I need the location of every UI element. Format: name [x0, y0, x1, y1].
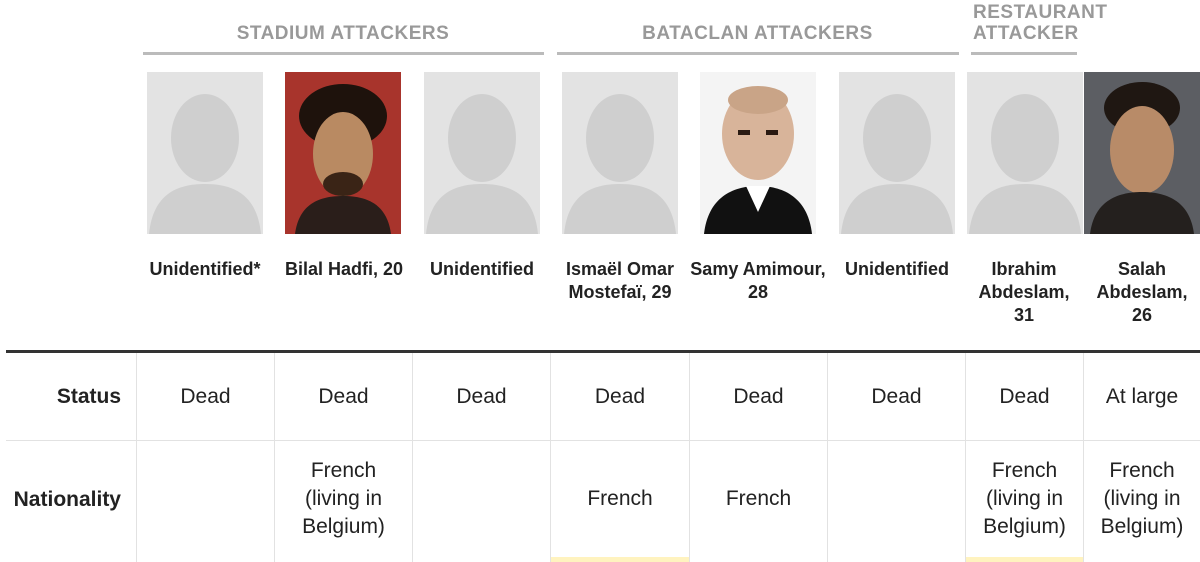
attacker-name-5: Samy Amimour, 28 [690, 259, 826, 302]
status-cell: Dead [871, 385, 922, 408]
group-rule-stadium [143, 52, 544, 55]
nationality-cell: French (living in Belgium) [983, 459, 1066, 538]
attacker-name-7: Ibrahim Abdeslam, 31 [978, 259, 1070, 325]
silhouette-icon [562, 72, 678, 234]
group-rule-restaurant [971, 52, 1077, 55]
portrait-photo-icon [1084, 72, 1200, 234]
silhouette-icon [147, 72, 263, 234]
column-divider [274, 353, 275, 562]
silhouette-icon [839, 72, 955, 234]
nationality-cell [828, 441, 965, 557]
attacker-photo-3 [424, 72, 540, 234]
group-label-bataclan: BATACLAN ATTACKERS [642, 23, 873, 44]
column-divider [412, 353, 413, 562]
nationality-cell: French [725, 487, 792, 510]
group-label-stadium: STADIUM ATTACKERS [236, 23, 450, 44]
column-divider [965, 353, 966, 562]
group-rule-bataclan [557, 52, 959, 55]
portrait-photo-icon [285, 72, 401, 234]
status-cell: At large [1105, 385, 1179, 408]
attacker-name-3: Unidentified [430, 259, 534, 279]
nationality-cell [137, 441, 274, 557]
highlight-strip [966, 557, 1083, 562]
attacker-photo-2 [285, 72, 401, 234]
column-divider [827, 353, 828, 562]
attacker-name-1: Unidentified* [149, 259, 261, 279]
silhouette-icon [424, 72, 540, 234]
row-label-nationality: Nationality [13, 488, 121, 511]
nationality-cell: French (living in Belgium) [302, 459, 385, 538]
attacker-name-6: Unidentified [845, 259, 949, 279]
attacker-photo-5 [700, 72, 816, 234]
attacker-photo-7 [967, 72, 1083, 234]
attacker-photo-1 [147, 72, 263, 234]
attacker-photo-4 [562, 72, 678, 234]
status-cell: Dead [456, 385, 507, 408]
highlight-strip [551, 557, 689, 562]
column-divider [689, 353, 690, 562]
column-divider [136, 353, 137, 562]
status-cell: Dead [999, 385, 1050, 408]
nationality-cell [413, 441, 550, 557]
attacker-name-4: Ismaël Omar Mostefaï, 29 [565, 259, 675, 302]
status-cell: Dead [594, 385, 646, 408]
status-cell: Dead [180, 385, 231, 408]
nationality-cell: French (living in Belgium) [1100, 459, 1184, 538]
group-label-restaurant: RESTAURANT ATTACKER [973, 2, 1108, 44]
nationality-cell: French [587, 487, 653, 510]
row-label-status: Status [56, 385, 121, 408]
table-top-rule [6, 350, 1200, 353]
attacker-name-8: Salah Abdeslam, 26 [1096, 259, 1188, 325]
status-cell: Dead [733, 385, 784, 408]
column-divider [1083, 353, 1084, 562]
row-divider [6, 440, 1200, 441]
attacker-photo-6 [839, 72, 955, 234]
column-divider [550, 353, 551, 562]
attacker-name-2: Bilal Hadfi, 20 [284, 259, 404, 279]
attacker-photo-8 [1084, 72, 1200, 234]
status-cell: Dead [318, 385, 369, 408]
silhouette-icon [967, 72, 1083, 234]
portrait-photo-icon [700, 72, 816, 234]
